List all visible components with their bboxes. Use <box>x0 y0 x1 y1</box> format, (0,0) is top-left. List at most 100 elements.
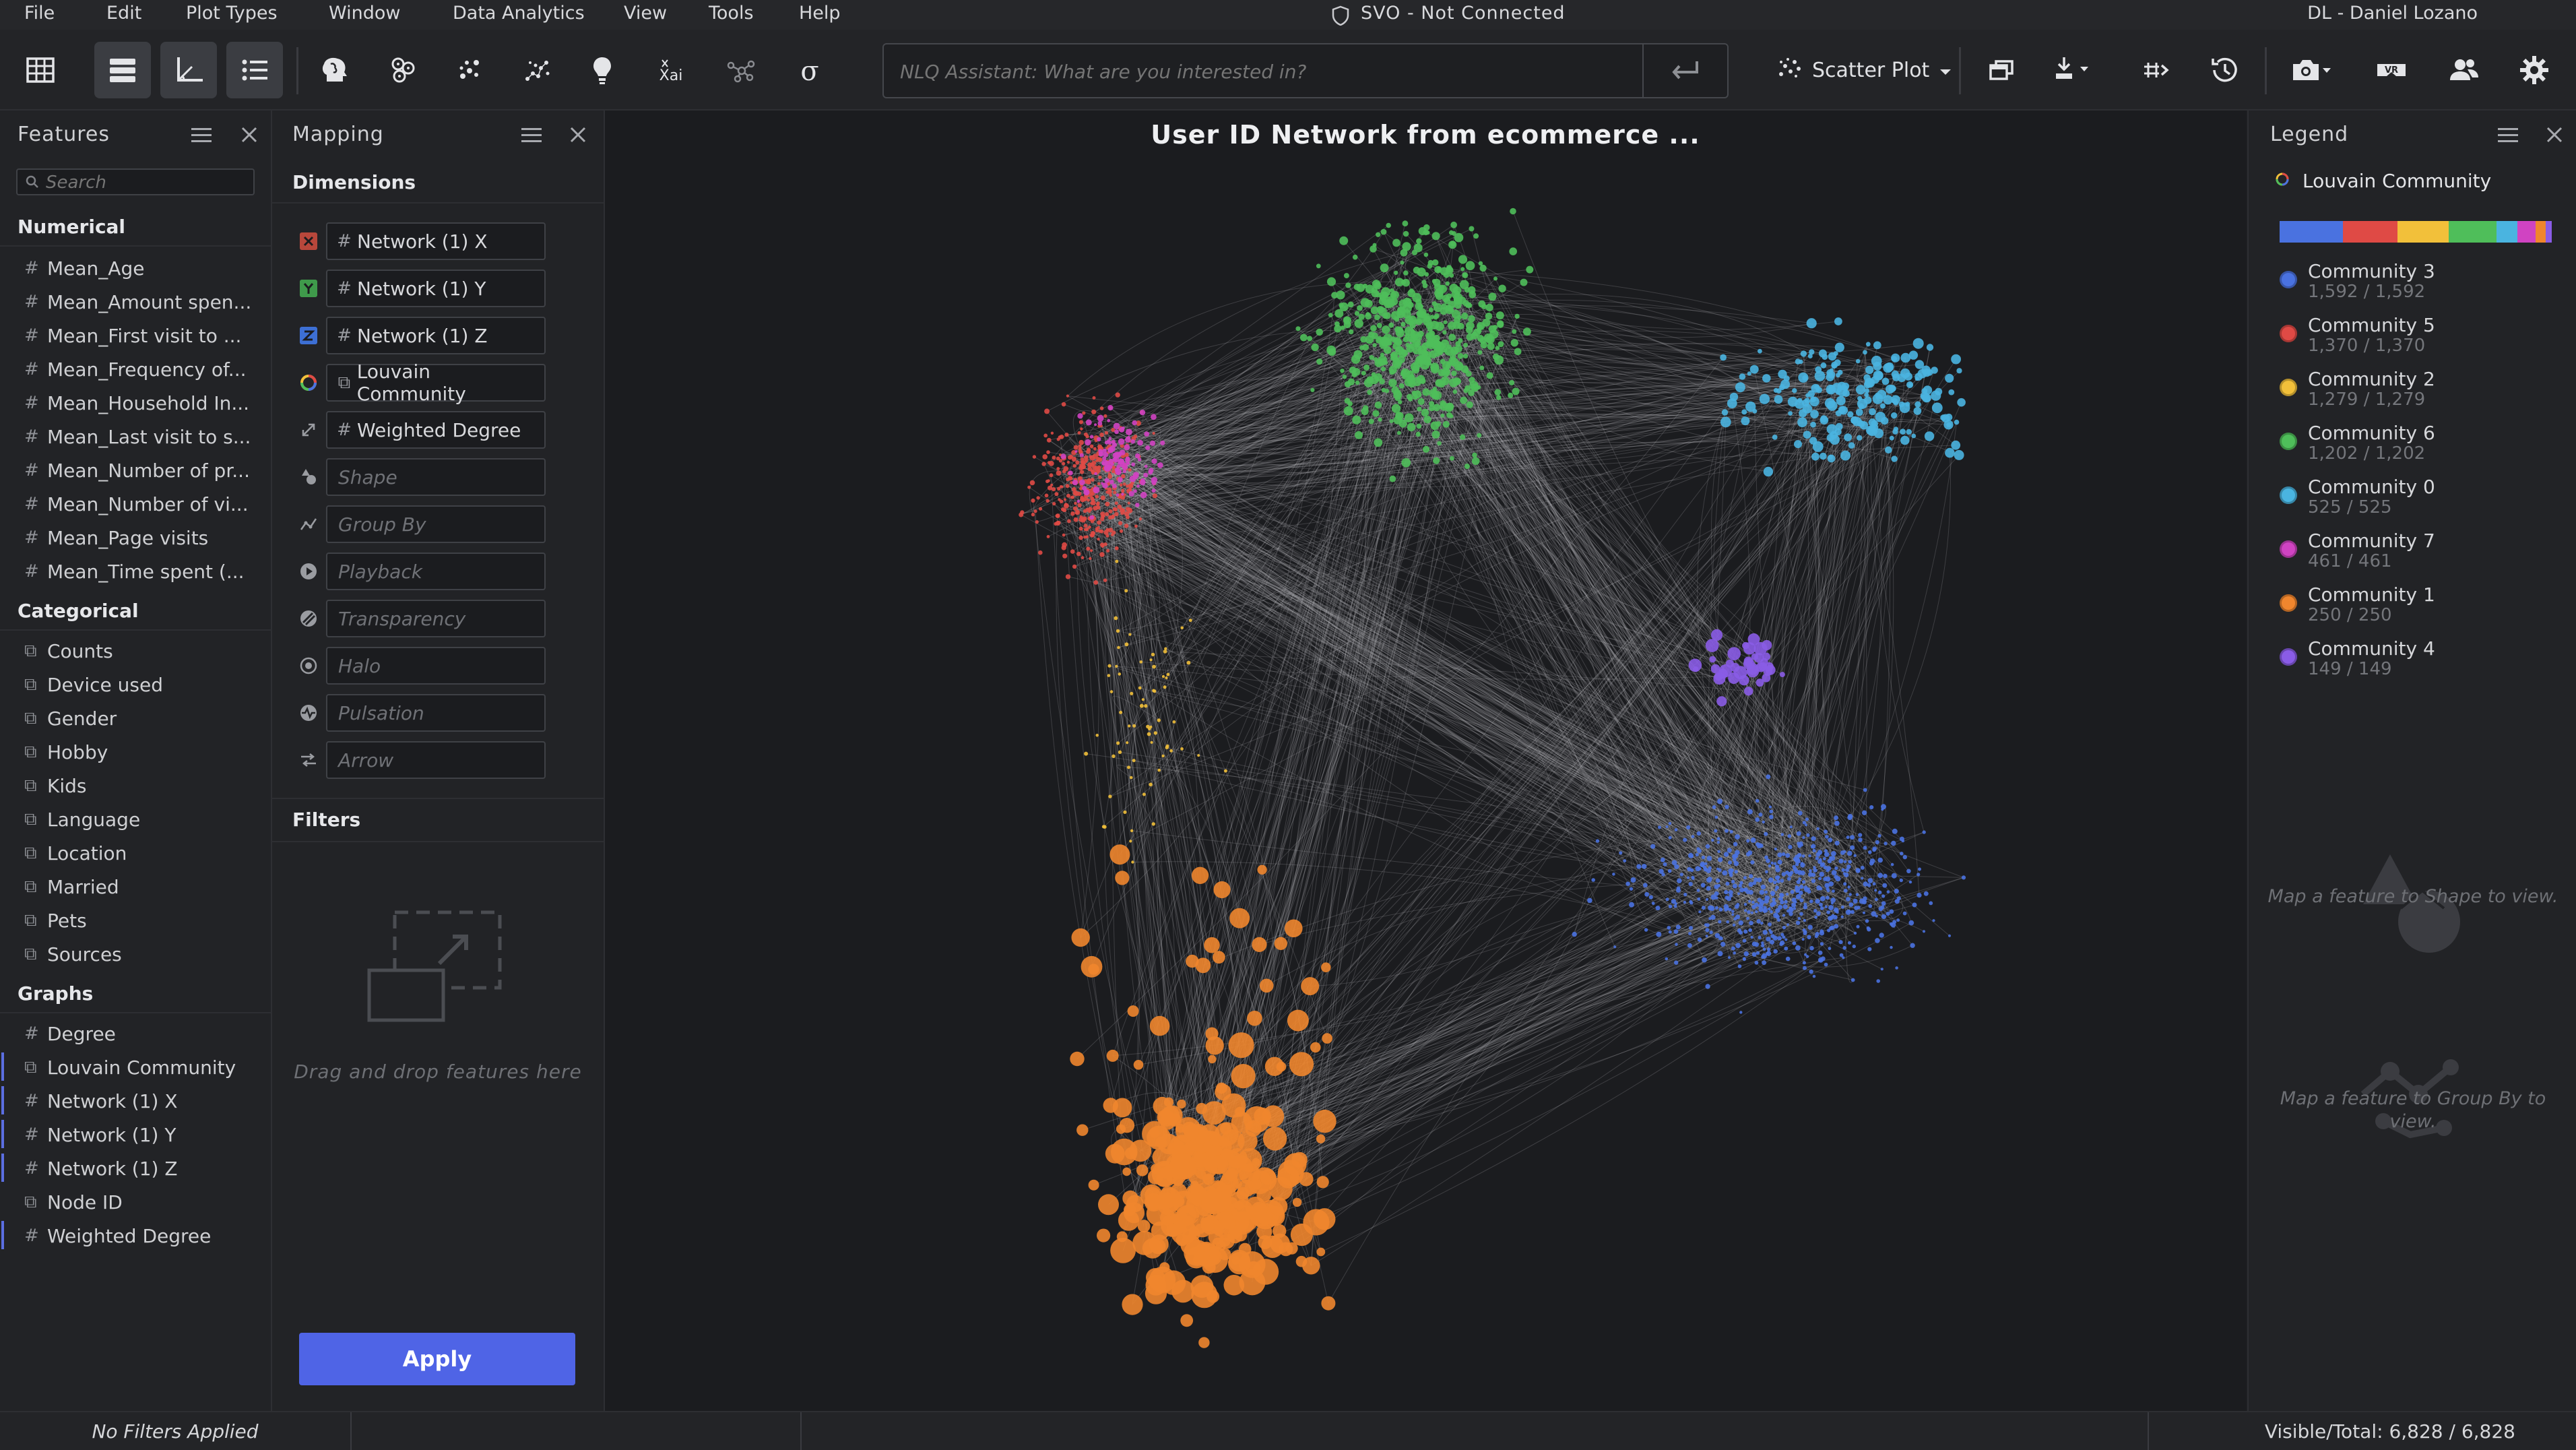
transparency-field[interactable]: Transparency <box>326 600 546 637</box>
menu-tools[interactable]: Tools <box>709 3 754 24</box>
network-node <box>1906 429 1912 435</box>
playback-field[interactable]: Playback <box>326 553 546 590</box>
network-edge <box>1084 488 1762 893</box>
lightbulb-icon[interactable] <box>574 42 631 98</box>
menu-data-analytics[interactable]: Data Analytics <box>453 3 585 24</box>
halo-field[interactable]: Halo <box>326 647 546 685</box>
hamburger-icon[interactable] <box>520 125 543 146</box>
scatter-cluster-icon[interactable] <box>442 42 498 98</box>
network-node <box>1658 825 1661 829</box>
network-node <box>1688 926 1694 931</box>
nlq-input[interactable] <box>899 44 1615 98</box>
network-node <box>1869 805 1874 810</box>
feature-item[interactable]: # Mean_Number of pr... <box>24 457 250 484</box>
feature-item[interactable]: ⧉ Counts <box>24 637 113 664</box>
vr-icon[interactable]: VR <box>2363 42 2420 98</box>
feature-item[interactable]: ⧉ Pets <box>24 907 87 934</box>
close-icon[interactable] <box>567 124 589 146</box>
feature-item[interactable]: ⧉ Device used <box>24 671 163 698</box>
bullet-list-icon[interactable] <box>226 42 283 98</box>
search-input[interactable] <box>44 170 249 195</box>
feature-item[interactable]: # Mean_First visit to ... <box>24 322 241 349</box>
feature-label: Network (1) Y <box>47 1123 176 1146</box>
feature-item[interactable]: ⧉ Sources <box>24 941 122 968</box>
network-edge <box>1021 354 1434 515</box>
color-field[interactable]: ⧉ Louvain Community <box>326 360 546 405</box>
network-spark-icon[interactable] <box>509 42 566 98</box>
feature-item[interactable]: # Mean_Age <box>24 255 144 282</box>
menu-edit[interactable]: Edit <box>106 3 142 24</box>
menu-file[interactable]: File <box>24 3 55 24</box>
feature-item[interactable]: # Mean_Time spent (... <box>24 558 245 585</box>
export-icon[interactable] <box>2040 42 2107 98</box>
feature-item[interactable]: # Mean_Amount spen... <box>24 288 251 315</box>
feature-item[interactable]: # Mean_Frequency of... <box>24 356 247 383</box>
network-edge <box>1140 370 1832 1152</box>
menu-view[interactable]: View <box>624 3 668 24</box>
axes-icon[interactable] <box>160 42 217 98</box>
list-view-icon[interactable] <box>94 42 151 98</box>
feature-item[interactable]: ⧉ Louvain Community <box>24 1054 236 1081</box>
brain-icon[interactable] <box>306 42 362 98</box>
close-icon[interactable] <box>2544 124 2565 146</box>
feature-item[interactable]: # Weighted Degree <box>24 1222 211 1249</box>
size-field[interactable]: # Weighted Degree <box>326 411 546 449</box>
graph-nodes-icon[interactable] <box>713 42 769 98</box>
y-field[interactable]: # Network (1) Y <box>326 270 546 307</box>
nlq-assistant[interactable] <box>882 43 1729 98</box>
cluster-icon[interactable] <box>375 42 431 98</box>
feature-search[interactable] <box>16 168 255 195</box>
apply-button[interactable]: Apply <box>299 1333 575 1385</box>
history-icon[interactable] <box>2196 42 2253 98</box>
pulsation-field[interactable]: Pulsation <box>326 694 546 732</box>
enter-icon[interactable] <box>1642 44 1727 97</box>
network-edge <box>1297 269 1463 1021</box>
feature-item[interactable]: ⧉ Hobby <box>24 738 108 765</box>
plot-type-dropdown[interactable]: Scatter Plot <box>1776 50 1952 90</box>
table-icon[interactable] <box>12 42 69 98</box>
hamburger-icon[interactable] <box>190 125 213 146</box>
network-node <box>1852 944 1856 949</box>
feature-item[interactable]: # Network (1) X <box>24 1088 178 1114</box>
network-node <box>1704 862 1708 866</box>
network-edge <box>1095 394 1411 474</box>
arrow-field[interactable]: Arrow <box>326 741 546 779</box>
close-icon[interactable] <box>238 124 260 146</box>
feature-item[interactable]: # Mean_Page visits <box>24 524 208 551</box>
network-node <box>1688 881 1693 887</box>
feature-item[interactable]: ⧉ Married <box>24 873 119 900</box>
plot-area[interactable]: User ID Network from ecommerce ... <box>605 111 2246 1411</box>
z-field[interactable]: # Network (1) Z <box>326 317 546 354</box>
network-edge <box>1431 305 1812 324</box>
xai-icon[interactable]: Xai <box>643 42 699 98</box>
menu-plot-types[interactable]: Plot Types <box>186 3 278 24</box>
network-plot[interactable] <box>605 111 2246 1411</box>
sigma-icon[interactable]: σ <box>781 42 838 98</box>
shape-field[interactable]: Shape <box>326 458 546 496</box>
user-name[interactable]: DL - Daniel Lozano <box>2307 3 2478 24</box>
camera-icon[interactable] <box>2277 42 2347 98</box>
x-field[interactable]: # Network (1) X <box>326 222 546 260</box>
feature-item[interactable]: ⧉ Node ID <box>24 1189 123 1216</box>
feature-item[interactable]: # Mean_Household In... <box>24 389 249 416</box>
menu-help[interactable]: Help <box>799 3 841 24</box>
feature-item[interactable]: ⧉ Kids <box>24 772 87 799</box>
feature-item[interactable]: # Network (1) Z <box>24 1155 178 1182</box>
gear-icon[interactable] <box>2506 42 2563 98</box>
network-node <box>1105 528 1109 532</box>
group-by-field[interactable]: Group By <box>326 505 546 543</box>
share-icon[interactable] <box>2127 42 2184 98</box>
feature-item[interactable]: # Mean_Number of vi... <box>24 491 249 517</box>
users-icon[interactable] <box>2436 42 2492 98</box>
feature-item[interactable]: # Network (1) Y <box>24 1121 176 1148</box>
feature-item[interactable]: ⧉ Location <box>24 840 127 866</box>
feature-item[interactable]: # Mean_Last visit to s... <box>24 423 251 450</box>
feature-item[interactable]: # Degree <box>24 1020 116 1047</box>
feature-item[interactable]: ⧉ Language <box>24 806 140 833</box>
feature-item[interactable]: ⧉ Gender <box>24 705 117 732</box>
menu-window[interactable]: Window <box>329 3 401 24</box>
hamburger-icon[interactable] <box>2497 125 2519 146</box>
network-node <box>1712 805 1716 809</box>
windows-icon[interactable] <box>1974 42 2030 98</box>
network-node <box>1394 270 1398 275</box>
